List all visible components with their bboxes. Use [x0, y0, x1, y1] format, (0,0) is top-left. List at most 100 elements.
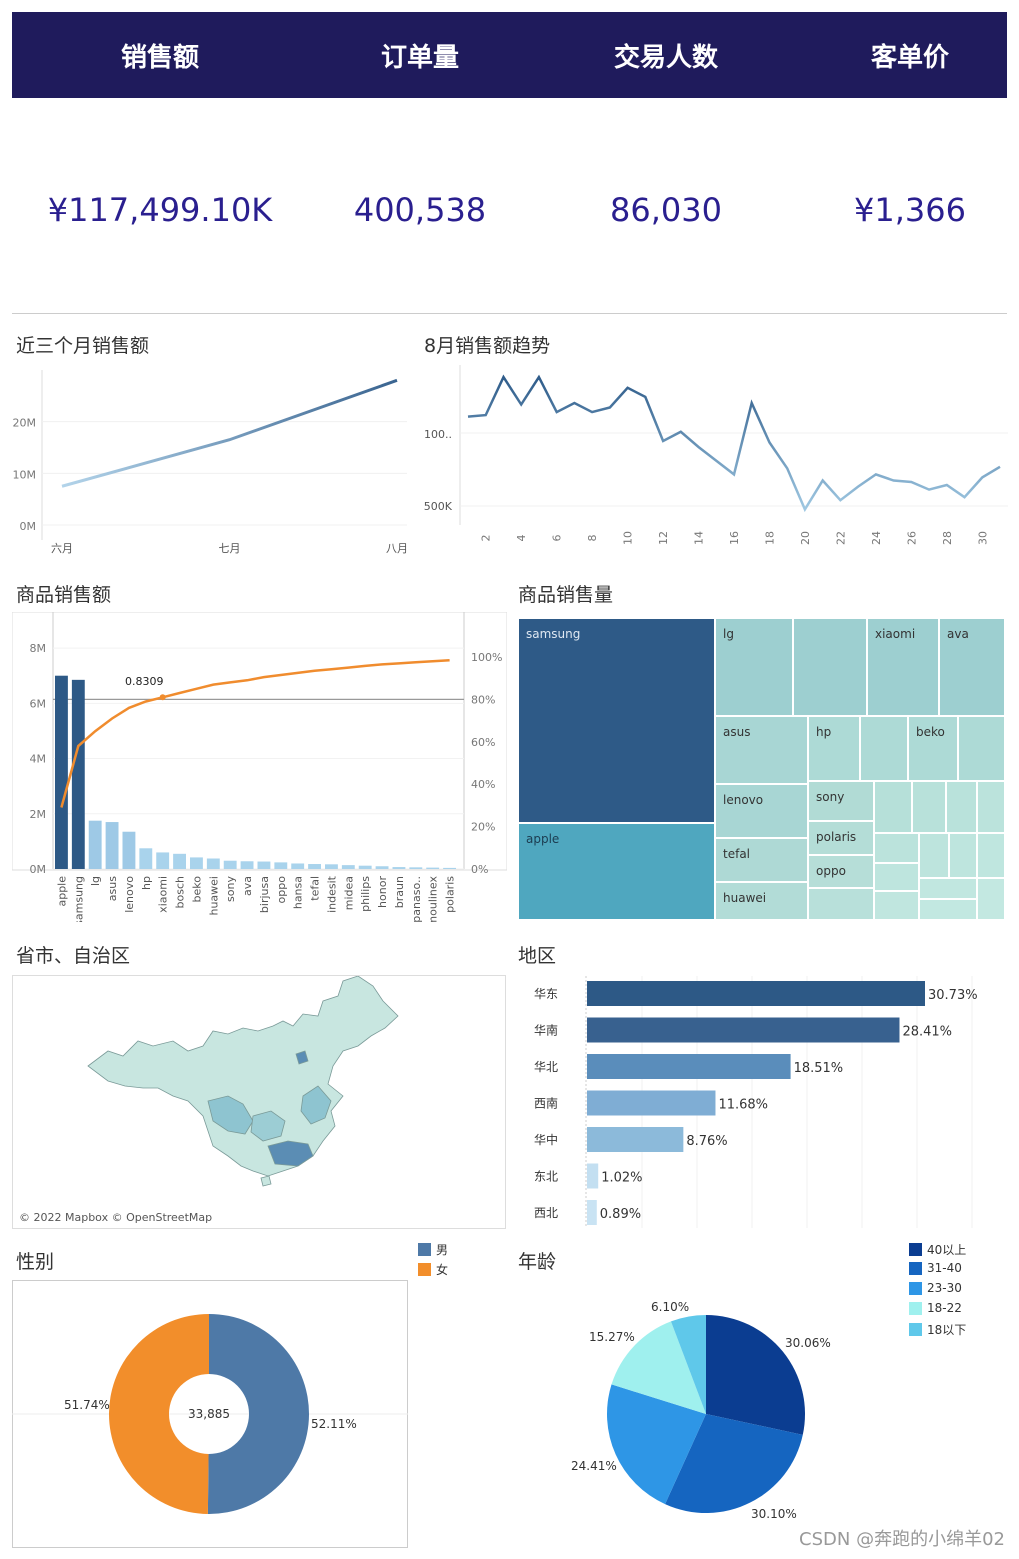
- age-legend-under18: 18以下: [909, 1321, 966, 1338]
- map-credit: © 2022 Mapbox © OpenStreetMap: [19, 1211, 213, 1224]
- treemap-cell-sony: sony: [808, 781, 874, 821]
- legend-label: 女: [436, 1263, 449, 1277]
- legend-label: 18-22: [927, 1301, 962, 1315]
- data-point: [228, 438, 231, 441]
- data-point: [555, 411, 557, 413]
- gender-donut-chart: 33,885 52.11% 51.74%: [12, 1280, 408, 1548]
- x-tick-label: 24: [870, 531, 883, 545]
- bar-xiaomi: [156, 852, 170, 869]
- y-tick-label: 10M: [13, 468, 37, 481]
- data-point: [892, 479, 894, 481]
- treemap-cell-tefal: tefal: [715, 838, 808, 882]
- data-point: [609, 406, 611, 408]
- x-tick-label: lenovo: [123, 876, 136, 913]
- x-tick-label: beko: [190, 876, 203, 903]
- age-slice-label: 30.06%: [785, 1336, 831, 1350]
- data-point: [857, 485, 859, 487]
- legend-swatch: [909, 1281, 922, 1295]
- data-point: [485, 414, 487, 416]
- bar-polaris: [443, 867, 456, 869]
- region-label: 华中: [534, 1132, 558, 1147]
- legend-label: 40以上: [927, 1243, 967, 1257]
- region-value-label: 1.02%: [601, 1171, 642, 1186]
- bar-braun: [392, 867, 406, 869]
- x-tick-label: hansa: [292, 876, 305, 909]
- title-gender: 性别: [16, 1251, 55, 1273]
- province-map[interactable]: © 2022 Mapbox © OpenStreetMap: [12, 975, 506, 1229]
- data-point: [839, 499, 841, 501]
- region-label: 华东: [534, 987, 558, 1001]
- x-tick-label: philips: [359, 876, 372, 912]
- x-tick-label: huawei: [207, 876, 220, 916]
- treemap-cell-polaris: polaris: [808, 821, 874, 855]
- title-province: 省市、自治区: [16, 945, 131, 967]
- treemap-cell-xiaomi: xiaomi: [867, 618, 939, 716]
- legend-swatch: [909, 1261, 922, 1275]
- y-tick-label: 0M: [20, 520, 37, 533]
- bar-midea: [341, 865, 355, 869]
- bar-samsung: [71, 679, 85, 869]
- x-tick-label: bosch: [174, 876, 187, 908]
- treemap-cell-unlabeled: [874, 891, 919, 920]
- region-bar: [587, 1200, 597, 1225]
- age-slice: [665, 1414, 803, 1513]
- treemap-cell-asus: asus: [715, 716, 808, 784]
- age-slice: [607, 1384, 706, 1505]
- data-point: [573, 402, 575, 404]
- x-tick-label: polaris: [444, 876, 457, 913]
- china-map-shape: [87, 975, 399, 1187]
- title-age: 年龄: [518, 1251, 557, 1273]
- treemap-cell-unlabeled: [977, 878, 1005, 920]
- x-tick-label: 10: [622, 531, 635, 545]
- three-month-line-chart: 0M 10M 20M 六月 七月 八月: [13, 370, 408, 555]
- bar-tefal: [308, 864, 321, 869]
- x-tick-label: tefal: [309, 876, 322, 901]
- bar-philips: [358, 865, 372, 869]
- aug-trend-line: [467, 374, 1001, 513]
- age-slice: [670, 1315, 706, 1414]
- x-tick-label: indesit: [325, 875, 338, 913]
- treemap-cell-unlabeled: [874, 833, 919, 863]
- gender-legend-male: 男: [418, 1241, 448, 1258]
- x-tick-label: oppo: [275, 876, 288, 904]
- treemap-cell-unlabeled: [808, 888, 874, 920]
- data-point: [520, 403, 522, 405]
- region-label: 西北: [534, 1206, 558, 1220]
- treemap-cell-hp: hp: [808, 716, 860, 781]
- kpi-label-buyers: 交易人数: [613, 42, 718, 73]
- y-tick-label: 6M: [30, 697, 47, 710]
- region-label: 华北: [534, 1060, 558, 1074]
- region-bar: [587, 981, 925, 1006]
- data-point: [502, 376, 504, 378]
- bar-sony: [223, 860, 237, 869]
- age-slice-label: 24.41%: [571, 1459, 617, 1473]
- treemap-cell-samsung: samsung: [518, 618, 715, 823]
- x-tick-label: 18: [763, 531, 776, 545]
- legend-swatch: [909, 1301, 922, 1315]
- x-tick-label: hp: [140, 876, 153, 890]
- gender-slice-male: [207, 1314, 310, 1514]
- age-slice-label: 30.10%: [751, 1507, 797, 1521]
- age-legend-23-30: 23-30: [909, 1281, 962, 1295]
- x-tick-label: 16: [728, 531, 741, 545]
- region-label: 东北: [534, 1170, 558, 1184]
- data-point: [715, 460, 717, 462]
- y2-tick-label: 80%: [471, 693, 495, 706]
- y2-tick-label: 0%: [471, 863, 488, 876]
- data-point: [751, 402, 753, 404]
- data-point: [963, 496, 965, 498]
- gender-legend-female: 女: [418, 1261, 448, 1278]
- age-slice: [611, 1321, 706, 1414]
- treemap-cell-unlabeled: [977, 781, 1005, 833]
- x-tick-label: 20: [799, 531, 812, 545]
- y2-tick-label: 40%: [471, 778, 495, 791]
- data-point: [804, 508, 806, 510]
- x-tick-label: 七月: [219, 542, 241, 555]
- legend-swatch: [418, 1243, 431, 1256]
- bar-birjusa: [257, 861, 271, 869]
- treemap-cell-unlabeled: [874, 781, 912, 833]
- y2-tick-label: 60%: [471, 736, 495, 749]
- bar-apple: [55, 675, 68, 869]
- reference-label: 0.8309: [125, 675, 164, 688]
